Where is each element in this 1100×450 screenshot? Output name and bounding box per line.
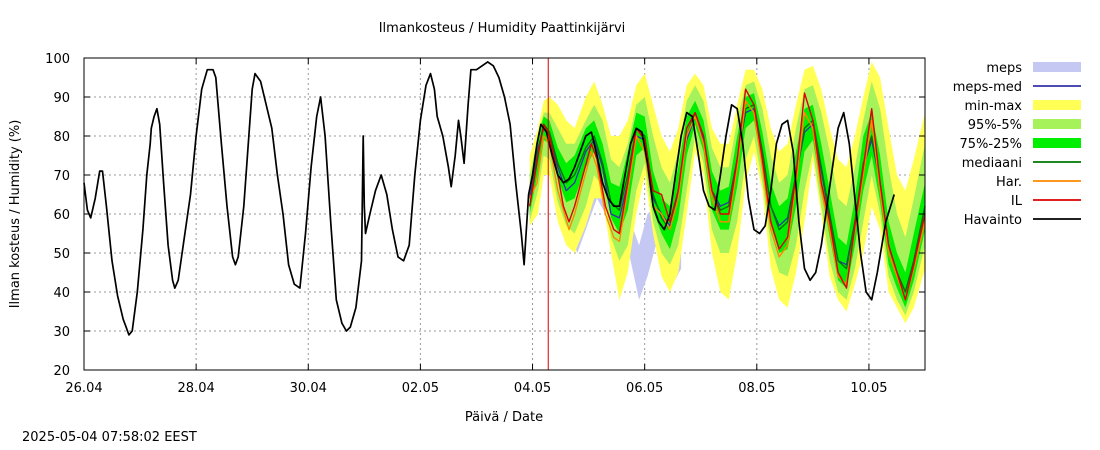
legend-label: 95%-5% [968, 118, 1022, 133]
x-tick-label: 06.05 [626, 381, 663, 396]
series-lines [83, 61, 926, 336]
x-axis-ticks: 26.04 28.04 30.04 02.05 04.05 06.05 08.05 10.05 [65, 58, 888, 396]
timestamp: 2025-05-04 07:58:02 EEST [22, 430, 197, 445]
x-tick-label: 10.05 [850, 381, 887, 396]
legend-swatch [1033, 100, 1081, 110]
legend-label: meps-med [953, 80, 1022, 95]
x-tick-label: 08.05 [738, 381, 775, 396]
y-tick-label: 80 [53, 130, 70, 145]
legend-label: IL [1011, 194, 1023, 209]
legend-label: min-max [964, 99, 1022, 114]
y-tick-label: 100 [45, 52, 70, 67]
y-tick-label: 40 [53, 286, 70, 301]
observation-line [83, 61, 896, 336]
p75-25-band [529, 93, 925, 308]
legend-label: mediaani [962, 156, 1022, 171]
x-tick-label: 28.04 [178, 381, 215, 396]
legend-swatch [1033, 119, 1081, 129]
forecast-bands [529, 61, 925, 324]
y-tick-label: 30 [53, 325, 70, 340]
y-tick-label: 50 [53, 247, 70, 262]
x-tick-label: 26.04 [65, 381, 102, 396]
legend-label: Har. [996, 175, 1022, 190]
x-tick-label: 02.05 [402, 381, 439, 396]
y-tick-label: 60 [53, 208, 70, 223]
legend-label: 75%-25% [960, 137, 1022, 152]
legend-swatch [1033, 138, 1081, 148]
x-axis-label: Päivä / Date [465, 410, 543, 425]
y-tick-label: 20 [53, 364, 70, 379]
y-tick-label: 90 [53, 91, 70, 106]
y-axis-label: Ilman kosteus / Humidity (%) [8, 120, 23, 309]
legend-swatch [1033, 62, 1081, 72]
y-tick-label: 70 [53, 169, 70, 184]
y-axis-ticks: 20 30 40 50 60 70 80 90 100 [45, 52, 925, 379]
x-tick-label: 04.05 [514, 381, 551, 396]
chart-title: Ilmankosteus / Humidity Paattinkijärvi [379, 21, 626, 36]
legend-label: meps [986, 61, 1022, 76]
legend-label: Havainto [964, 213, 1022, 228]
legend: meps meps-med min-max 95%-5% 75%-25% mediaani… [953, 61, 1081, 228]
x-tick-label: 30.04 [290, 381, 327, 396]
